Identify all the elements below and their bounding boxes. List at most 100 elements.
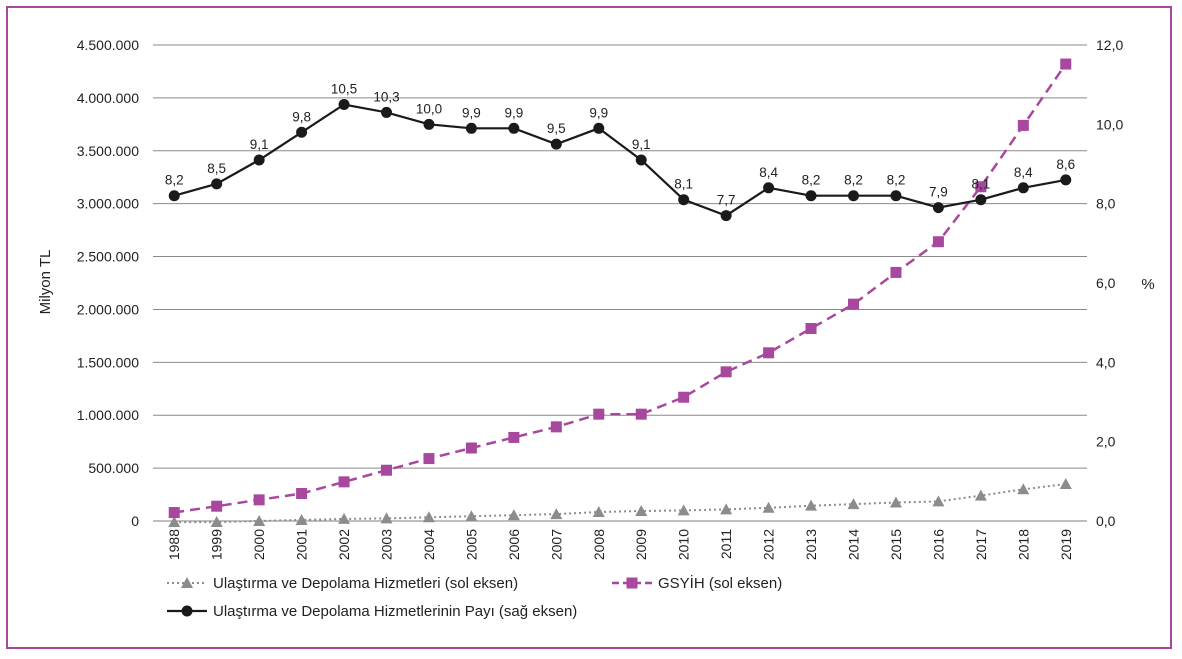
x-tick-label: 2006	[506, 529, 522, 560]
series-point	[296, 126, 308, 138]
series-point	[763, 347, 775, 359]
x-tick-label: 2014	[846, 529, 862, 560]
right-tick-label: 10,0	[1096, 116, 1123, 132]
gridlines	[153, 44, 1087, 522]
series-point	[296, 487, 308, 499]
data-label: 8,2	[844, 173, 863, 188]
series-layer	[168, 58, 1072, 528]
series-point	[423, 453, 435, 465]
data-label: 10,5	[331, 82, 357, 97]
series-point	[338, 512, 351, 524]
data-label: 8,4	[759, 165, 778, 180]
series-point	[381, 106, 392, 118]
data-label: 8,5	[207, 161, 226, 176]
data-label: 10,3	[373, 89, 399, 104]
x-tick-label: 2009	[633, 529, 649, 560]
data-label: 9,9	[462, 105, 481, 120]
series-point	[1017, 182, 1029, 194]
x-tick-label: 2001	[294, 529, 310, 560]
right-tick-label: 4,0	[1096, 354, 1116, 370]
left-tick-label: 2.000.000	[77, 301, 139, 317]
series-point	[253, 494, 265, 506]
chart-frame	[6, 6, 1172, 649]
series-point	[211, 500, 223, 512]
series-point	[847, 498, 860, 510]
series-point	[975, 194, 987, 206]
right-tick-label: 12,0	[1096, 37, 1123, 53]
series-point	[1060, 174, 1072, 186]
x-tick-label: 1988	[166, 529, 182, 560]
legend-swatch-marker	[181, 605, 193, 617]
series-point	[338, 99, 350, 110]
series-point	[932, 495, 945, 507]
series-point	[508, 431, 520, 443]
left-tick-label: 4.000.000	[77, 90, 139, 106]
x-tick-label: 2015	[888, 529, 904, 560]
series-point	[1017, 119, 1029, 131]
series-point	[253, 154, 265, 166]
series-point	[889, 496, 902, 508]
series-point	[635, 408, 647, 420]
series-point	[253, 515, 266, 526]
series-point	[168, 516, 181, 528]
series-point	[295, 513, 308, 525]
data-label: 8,1	[971, 177, 990, 192]
data-label: 10,0	[416, 101, 442, 116]
left-tick-label: 1.500.000	[77, 354, 139, 370]
legend-swatch-marker	[626, 577, 638, 589]
left-axis-ticks: 0 500.000 1.000.000 1.500.000 2.000.000 2.500…	[77, 37, 140, 529]
x-tick-label: 2002	[336, 529, 352, 560]
data-label: 8,2	[802, 173, 821, 188]
right-axis-title: %	[1141, 276, 1154, 293]
series-point	[168, 507, 180, 519]
series-point	[975, 181, 987, 193]
series-point	[1017, 483, 1030, 495]
series-point	[507, 509, 520, 521]
x-tick-label: 2003	[379, 529, 395, 560]
series-point	[550, 508, 563, 520]
series-point	[720, 210, 732, 222]
right-tick-label: 6,0	[1096, 275, 1116, 291]
left-tick-label: 500.000	[88, 460, 139, 476]
left-tick-label: 0	[131, 513, 139, 529]
data-label: 8,1	[674, 177, 693, 192]
data-label: 9,9	[589, 105, 608, 120]
series-point	[1059, 477, 1072, 489]
left-axis-title: Milyon TL	[37, 250, 54, 315]
legend-label: Ulaştırma ve Depolama Hizmetleri (sol ek…	[213, 575, 518, 592]
legend-label: Ulaştırma ve Depolama Hizmetlerinin Payı…	[213, 603, 577, 620]
series-line	[173, 103, 1067, 217]
series-point	[423, 118, 435, 130]
right-tick-label: 8,0	[1096, 196, 1116, 212]
legend-label: GSYİH (sol eksen)	[658, 574, 782, 592]
legend-swatch-marker	[181, 577, 193, 588]
series-point	[593, 408, 605, 420]
data-labels: 8,2 8,5 9,1 9,8 10,5 10,3 10,0 9,9 9,9 9,5 9,9 9,1 8…	[165, 82, 1075, 208]
series-point	[635, 504, 648, 516]
series-point	[805, 499, 818, 511]
x-tick-label: 2005	[463, 529, 479, 560]
right-tick-label: 0,0	[1096, 513, 1116, 529]
x-tick-label: 2010	[676, 529, 692, 560]
series-point	[465, 122, 477, 134]
series-point	[848, 298, 859, 310]
series-point	[550, 421, 562, 433]
left-tick-label: 3.000.000	[77, 196, 139, 212]
data-label: 7,7	[717, 193, 736, 208]
series-point	[338, 476, 350, 488]
series-point	[677, 504, 690, 516]
right-tick-label: 2,0	[1096, 434, 1116, 450]
x-tick-label: 2018	[1015, 529, 1031, 560]
series-point	[720, 366, 732, 378]
series-point	[380, 512, 393, 524]
data-label: 9,1	[632, 137, 651, 152]
series-line	[174, 63, 1067, 514]
data-label: 9,9	[504, 105, 523, 120]
series-point	[550, 138, 562, 150]
series-point	[932, 236, 944, 248]
series-point	[890, 190, 902, 202]
data-label: 7,9	[929, 185, 948, 200]
x-tick-label: 2013	[803, 529, 819, 560]
series-point	[805, 322, 817, 334]
series-point	[805, 190, 817, 202]
